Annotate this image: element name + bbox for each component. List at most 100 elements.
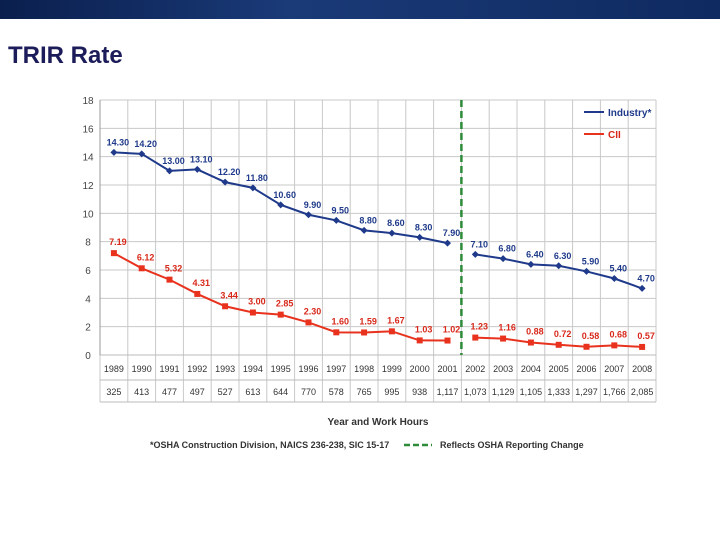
cii-data-label: 4.31 bbox=[193, 278, 211, 288]
x-tick-label: 2003 bbox=[493, 364, 513, 374]
x-tick-label: 1993 bbox=[215, 364, 235, 374]
cii-data-label: 1.23 bbox=[471, 322, 489, 332]
reporting-change-label: Reflects OSHA Reporting Change bbox=[440, 440, 584, 450]
industry-data-label: 14.20 bbox=[134, 139, 157, 149]
source-footnote: *OSHA Construction Division, NAICS 236-2… bbox=[150, 440, 389, 450]
y-tick-label: 2 bbox=[85, 323, 91, 334]
industry-point bbox=[527, 260, 535, 268]
cii-point bbox=[416, 337, 423, 344]
cii-point bbox=[333, 329, 340, 336]
cii-point bbox=[611, 342, 618, 349]
industry-point bbox=[305, 211, 312, 219]
x-tick-label: 1996 bbox=[298, 364, 318, 374]
y-tick-label: 14 bbox=[82, 153, 94, 164]
industry-data-label: 13.00 bbox=[162, 156, 185, 166]
cii-point bbox=[110, 250, 117, 257]
industry-data-label: 5.40 bbox=[610, 264, 628, 274]
label-layer: 14.30 14.20 13.00 13.10 12.20 11.80 10.60 9.90 9… bbox=[107, 137, 655, 341]
industry-data-label: 5.90 bbox=[582, 256, 600, 266]
industry-data-label: 12.20 bbox=[218, 167, 241, 177]
x-tick-label: 2005 bbox=[549, 364, 569, 374]
cii-data-label: 1.67 bbox=[387, 315, 405, 325]
work-hours-label: 613 bbox=[245, 387, 260, 397]
industry-point bbox=[555, 262, 563, 270]
grid-layer bbox=[99, 99, 657, 403]
x-tick-label: 1994 bbox=[243, 364, 263, 374]
industry-point bbox=[388, 229, 396, 237]
work-hours-label: 770 bbox=[301, 387, 316, 397]
industry-data-label: 8.30 bbox=[415, 222, 433, 232]
cii-point bbox=[249, 309, 256, 316]
cii-data-label: 3.44 bbox=[220, 290, 238, 300]
cii-point bbox=[194, 290, 201, 297]
industry-point bbox=[166, 167, 173, 175]
cii-data-label: 2.30 bbox=[304, 306, 322, 316]
x-tick-label: 1995 bbox=[271, 364, 291, 374]
slide-title: TRIR Rate bbox=[8, 42, 123, 69]
x-tick-label: 2002 bbox=[465, 364, 485, 374]
industry-data-label: 9.90 bbox=[304, 200, 322, 210]
work-hours-label: 1,117 bbox=[437, 387, 459, 397]
industry-point bbox=[110, 148, 118, 156]
x-tick-label: 2000 bbox=[410, 364, 430, 374]
x-tick-label: 1999 bbox=[382, 364, 402, 374]
cii-point bbox=[639, 343, 646, 350]
cii-data-label: 6.12 bbox=[137, 252, 155, 262]
work-hours-label: 1,073 bbox=[464, 387, 487, 397]
y-tick-label: 18 bbox=[82, 96, 94, 107]
work-hours-label: 578 bbox=[329, 387, 344, 397]
axis-layer: 0 2 4 6 8 10 12 14 16 18 1989 325 1990 413 1991 477 1992… bbox=[82, 96, 653, 428]
industry-point bbox=[277, 201, 285, 209]
industry-point bbox=[499, 255, 507, 263]
cii-data-label: 0.57 bbox=[637, 331, 655, 341]
work-hours-label: 765 bbox=[357, 387, 372, 397]
x-tick-label: 1992 bbox=[187, 364, 207, 374]
industry-data-label: 8.60 bbox=[387, 218, 405, 228]
top-banner bbox=[0, 0, 720, 19]
work-hours-label: 477 bbox=[162, 387, 177, 397]
industry-point bbox=[416, 233, 424, 241]
x-tick-label: 2001 bbox=[437, 364, 457, 374]
work-hours-label: 938 bbox=[412, 387, 427, 397]
cii-point bbox=[305, 319, 312, 326]
cii-data-label: 3.00 bbox=[248, 297, 266, 307]
cii-point bbox=[555, 341, 562, 348]
legend-industry-label: Industry* bbox=[608, 108, 651, 119]
industry-data-label: 10.60 bbox=[273, 190, 296, 200]
industry-point bbox=[638, 284, 646, 292]
y-tick-label: 10 bbox=[82, 209, 94, 220]
industry-data-label: 13.10 bbox=[190, 154, 213, 164]
cii-data-label: 0.72 bbox=[554, 329, 572, 339]
cii-point bbox=[472, 334, 479, 341]
x-tick-label: 1991 bbox=[159, 364, 179, 374]
cii-data-label: 5.32 bbox=[165, 264, 183, 274]
work-hours-label: 527 bbox=[218, 387, 233, 397]
work-hours-label: 497 bbox=[190, 387, 205, 397]
industry-data-label: 6.80 bbox=[498, 244, 516, 254]
x-tick-label: 1989 bbox=[104, 364, 124, 374]
cii-point bbox=[500, 335, 507, 342]
legend-layer: Industry* CII bbox=[584, 108, 651, 141]
y-tick-label: 4 bbox=[85, 294, 91, 305]
work-hours-label: 2,085 bbox=[631, 387, 654, 397]
work-hours-label: 1,766 bbox=[603, 387, 626, 397]
industry-data-label: 6.40 bbox=[526, 249, 544, 259]
industry-point bbox=[193, 165, 201, 173]
x-tick-label: 2007 bbox=[604, 364, 624, 374]
industry-data-label: 11.80 bbox=[246, 173, 268, 183]
cii-data-label: 1.03 bbox=[415, 324, 433, 334]
cii-data-label: 1.02 bbox=[443, 325, 461, 335]
cii-data-label: 7.19 bbox=[109, 237, 127, 247]
cii-data-label: 2.85 bbox=[276, 299, 294, 309]
series-layer bbox=[110, 100, 646, 355]
industry-data-label: 7.90 bbox=[443, 228, 461, 238]
industry-point bbox=[249, 184, 257, 192]
industry-point bbox=[444, 239, 451, 247]
industry-data-label: 14.30 bbox=[107, 137, 130, 147]
x-tick-label: 1998 bbox=[354, 364, 374, 374]
industry-point bbox=[360, 226, 368, 234]
work-hours-label: 995 bbox=[384, 387, 399, 397]
industry-point bbox=[221, 178, 229, 186]
cii-point bbox=[166, 276, 173, 283]
